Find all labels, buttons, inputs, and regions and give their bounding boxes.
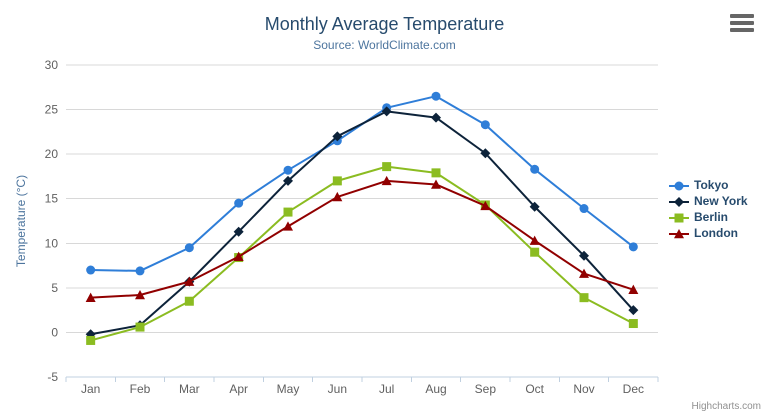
x-axis-label: Mar xyxy=(179,382,200,396)
tokyo-marker-feb[interactable] xyxy=(135,266,145,276)
tokyo-series-line xyxy=(89,95,635,272)
chart-title: Monthly Average Temperature xyxy=(264,14,505,34)
berlin-marker-jul[interactable] xyxy=(382,162,392,172)
x-axis-label: Feb xyxy=(130,382,151,396)
legend-label: New York xyxy=(694,194,748,208)
legend-item-london[interactable]: London xyxy=(669,227,748,240)
x-axis-label: Aug xyxy=(425,382,446,396)
legend-label: Berlin xyxy=(694,210,729,224)
london-marker-jul[interactable] xyxy=(381,175,392,186)
tokyo-legend-marker-icon xyxy=(669,181,689,190)
tokyo-marker-may[interactable] xyxy=(283,165,293,175)
new-york-marker-jun[interactable] xyxy=(332,131,343,142)
y-axis-label: 15 xyxy=(45,192,59,206)
berlin-marker-aug[interactable] xyxy=(431,168,441,178)
london-marker-may[interactable] xyxy=(283,221,293,231)
legend-item-berlin[interactable]: Berlin xyxy=(669,211,748,224)
x-axis-label: Jul xyxy=(379,382,394,396)
legend: Tokyo New York Berlin London xyxy=(669,179,748,240)
tokyo-marker-oct[interactable] xyxy=(530,164,540,174)
berlin-legend-symbol[interactable] xyxy=(674,213,684,222)
berlin-marker-dec[interactable] xyxy=(628,319,638,329)
berlin-legend-marker-icon xyxy=(669,213,689,222)
berlin-marker-jun[interactable] xyxy=(332,176,342,186)
london-series-line xyxy=(89,179,635,299)
london-marker-feb[interactable] xyxy=(135,289,145,300)
berlin-marker-nov[interactable] xyxy=(579,293,589,303)
new-york-marker-oct[interactable] xyxy=(529,201,540,212)
new-york-marker-nov[interactable] xyxy=(579,250,589,261)
tokyo-marker-apr[interactable] xyxy=(234,198,244,208)
series-tokyo xyxy=(86,91,638,276)
x-axis-label: Apr xyxy=(229,382,248,396)
y-axis-label: 5 xyxy=(51,281,58,295)
new-york-legend-marker-icon xyxy=(669,196,689,207)
london-marker-mar[interactable] xyxy=(184,276,195,286)
x-axis-label: Nov xyxy=(573,382,594,396)
new-york-marker-apr[interactable] xyxy=(233,226,244,237)
y-axis-label: 30 xyxy=(45,58,59,72)
london-marker-nov[interactable] xyxy=(579,268,589,278)
y-axis-label: 0 xyxy=(51,325,58,339)
london-legend-marker-icon xyxy=(669,228,689,238)
new-york-marker-jul[interactable] xyxy=(381,106,392,117)
new-york-marker-may[interactable] xyxy=(283,175,293,186)
berlin-marker-may[interactable] xyxy=(283,207,293,217)
legend-label: Tokyo xyxy=(694,178,729,192)
chart-subtitle: Source: WorldClimate.com xyxy=(313,38,456,52)
series-new-york xyxy=(85,106,639,340)
berlin-marker-jan[interactable] xyxy=(86,335,96,345)
tokyo-marker-nov[interactable] xyxy=(579,204,589,214)
x-axis-label: Oct xyxy=(525,382,544,396)
new-york-legend-symbol[interactable] xyxy=(674,196,684,207)
london-marker-jan[interactable] xyxy=(85,292,96,302)
y-axis-label: 10 xyxy=(45,236,59,250)
london-legend-symbol[interactable] xyxy=(674,228,684,238)
hamburger-menu-icon xyxy=(730,28,754,32)
legend-label: London xyxy=(694,226,738,240)
berlin-series-line xyxy=(89,165,635,342)
y-axis-title: Temperature (°C) xyxy=(14,175,28,267)
london-marker-aug[interactable] xyxy=(431,179,441,189)
london-marker-sep[interactable] xyxy=(480,200,491,211)
x-axis-label: Sep xyxy=(475,382,497,396)
london-marker-oct[interactable] xyxy=(529,235,540,245)
tokyo-legend-symbol[interactable] xyxy=(674,181,684,190)
x-axis-label: Jun xyxy=(328,382,347,396)
tokyo-marker-jan[interactable] xyxy=(86,265,96,275)
hamburger-menu-icon xyxy=(730,14,754,18)
berlin-marker-oct[interactable] xyxy=(530,247,540,257)
legend-item-tokyo[interactable]: Tokyo xyxy=(669,179,748,192)
london-marker-apr[interactable] xyxy=(233,251,244,261)
london-marker-jun[interactable] xyxy=(332,191,343,202)
legend-item-new-york[interactable]: New York xyxy=(669,195,748,208)
x-axis-label: Jan xyxy=(81,382,100,396)
tokyo-marker-sep[interactable] xyxy=(480,120,490,130)
tokyo-marker-dec[interactable] xyxy=(628,242,638,252)
london-marker-dec[interactable] xyxy=(628,284,639,294)
new-york-marker-aug[interactable] xyxy=(431,112,441,123)
new-york-series-line xyxy=(89,110,635,336)
series-london xyxy=(85,175,639,302)
berlin-marker-mar[interactable] xyxy=(184,296,194,306)
x-axis-label: Dec xyxy=(623,382,644,396)
context-menu-button[interactable] xyxy=(728,12,756,34)
hamburger-menu-icon xyxy=(730,21,754,25)
y-axis-label: 20 xyxy=(45,147,59,161)
tokyo-marker-mar[interactable] xyxy=(184,243,194,253)
x-axis-label: May xyxy=(277,382,300,396)
new-york-marker-sep[interactable] xyxy=(480,148,491,159)
credits-link[interactable]: Highcharts.com xyxy=(691,401,761,412)
new-york-marker-dec[interactable] xyxy=(628,305,639,316)
y-axis-label: 25 xyxy=(45,103,59,117)
berlin-marker-feb[interactable] xyxy=(135,322,145,332)
y-axis-label: -5 xyxy=(47,370,58,384)
tokyo-marker-aug[interactable] xyxy=(431,91,441,101)
